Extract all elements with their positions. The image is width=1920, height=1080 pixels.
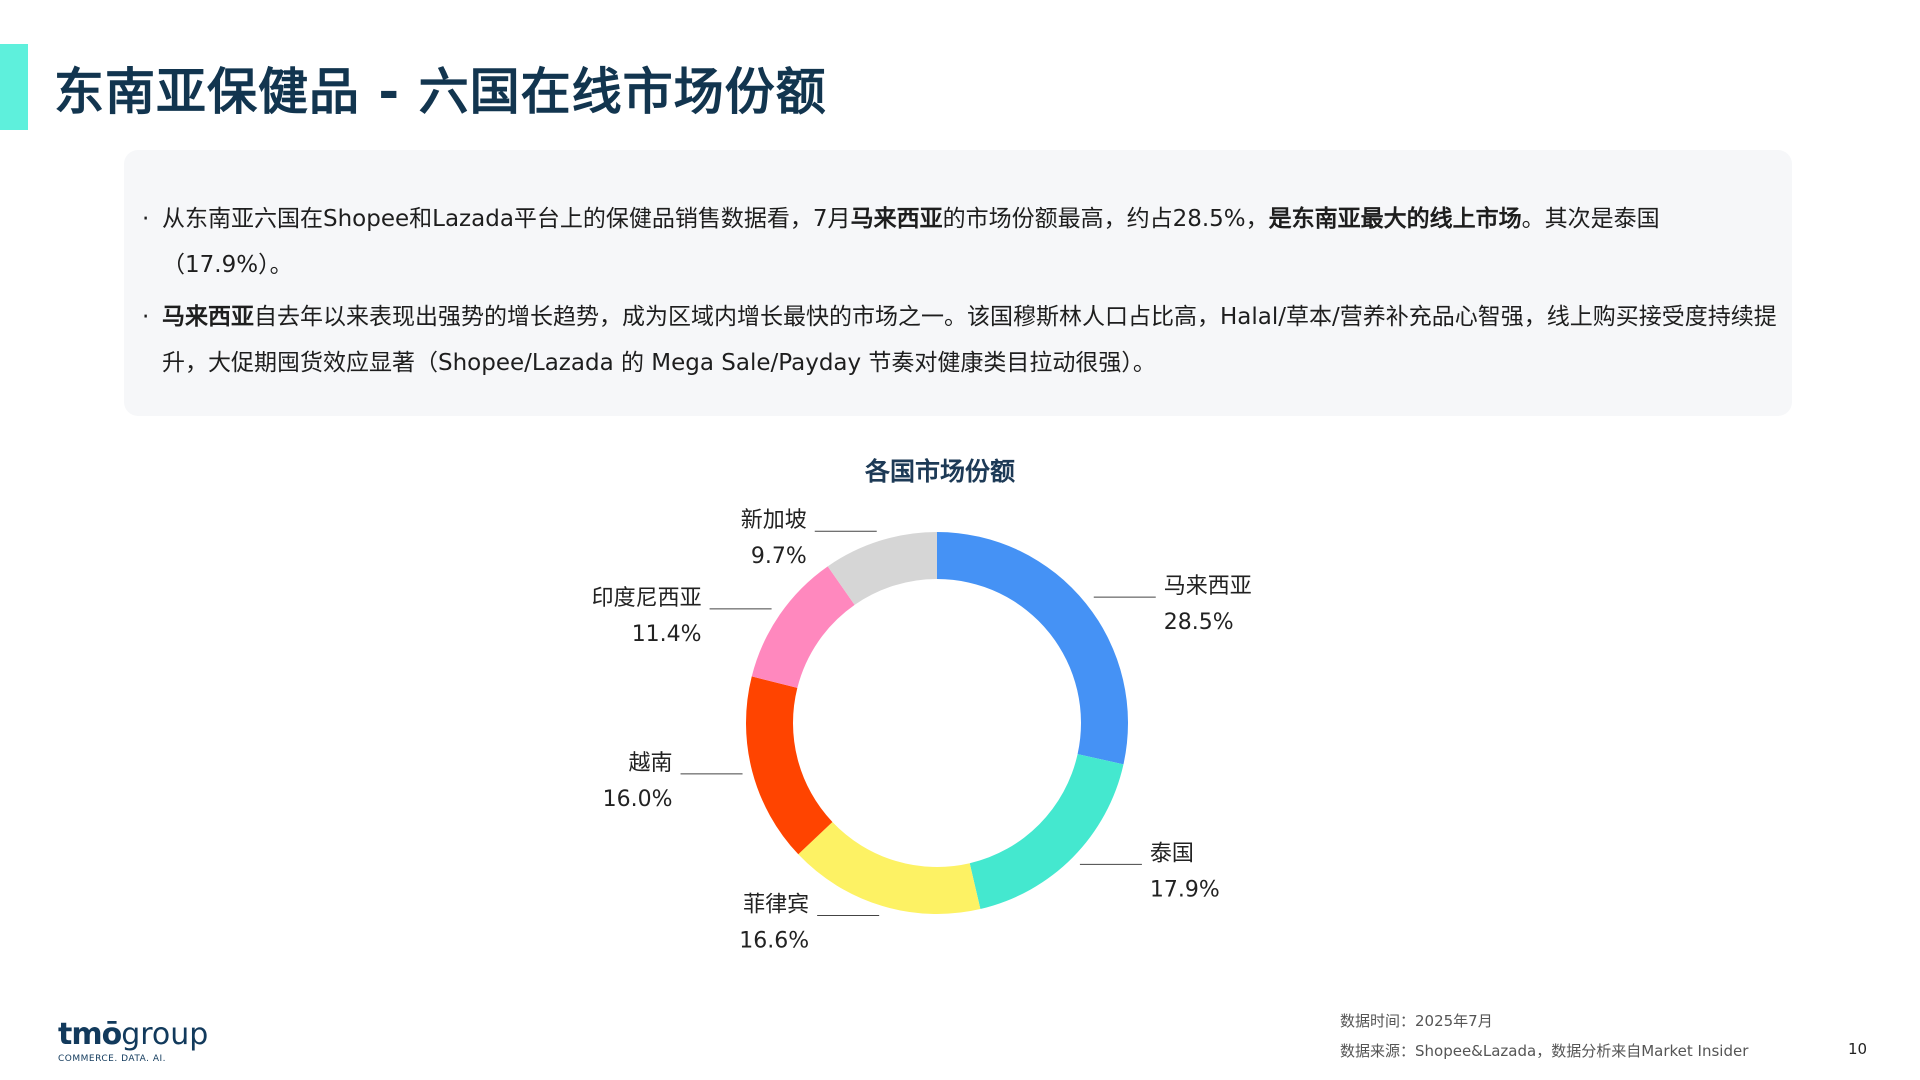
bullet-dot-icon: · xyxy=(142,304,150,330)
slice-category-label: 菲律宾 xyxy=(743,892,809,917)
donut-slice xyxy=(746,676,833,855)
logo-tagline: COMMERCE. DATA. AI. xyxy=(58,1054,167,1064)
donut-slice xyxy=(937,532,1128,765)
bullet-dot-icon: · xyxy=(142,206,150,232)
summary-box: · 从东南亚六国在Shopee和Lazada平台上的保健品销售数据看，7月马来西亚… xyxy=(124,150,1792,416)
page-number: 10 xyxy=(1848,1040,1868,1058)
bullet1-text-3: 。其次是泰国（17.9%）。 xyxy=(162,206,1660,278)
logo-brand-bold: tmō xyxy=(58,1017,122,1052)
data-time-note: 数据时间：2025年7月 xyxy=(1340,1012,1493,1030)
bullet2-text-1: 自去年以来表现出强势的增长趋势，成为区域内增长最快的市场之一。该国穆斯林人口占比… xyxy=(162,304,1777,376)
slice-category-label: 马来西亚 xyxy=(1164,574,1252,599)
page-title: 东南亚保健品 - 六国在线市场份额 xyxy=(54,63,827,121)
company-logo: tmōgroup COMMERCE. DATA. AI. xyxy=(58,1020,208,1065)
slice-category-label: 印度尼西亚 xyxy=(592,586,702,611)
logo-brand-light: group xyxy=(121,1017,209,1052)
bullet1-bold-1: 马来西亚 xyxy=(850,206,943,232)
chart-title: 各国市场份额 xyxy=(864,457,1015,486)
summary-bullet-2: · 马来西亚自去年以来表现出强势的增长趋势，成为区域内增长最快的市场之一。该国穆斯… xyxy=(134,294,1784,386)
slice-value-label: 28.5% xyxy=(1164,610,1234,635)
donut-slice xyxy=(969,754,1124,910)
slice-category-label: 越南 xyxy=(629,751,673,776)
title-accent-bar xyxy=(0,44,28,130)
bullet1-text-2: 的市场份额最高，约占28.5%， xyxy=(942,206,1269,232)
slice-value-label: 16.6% xyxy=(739,928,809,953)
donut-slice xyxy=(827,532,937,605)
slice-value-label: 11.4% xyxy=(632,622,702,647)
slice-value-label: 9.7% xyxy=(751,544,807,569)
bullet1-bold-2: 是东南亚最大的线上市场 xyxy=(1268,206,1522,232)
slice-category-label: 新加坡 xyxy=(741,508,807,533)
data-source-note: 数据来源：Shopee&Lazada，数据分析来自Market Insider xyxy=(1340,1042,1749,1060)
slice-category-label: 泰国 xyxy=(1150,841,1194,866)
slice-value-label: 16.0% xyxy=(603,787,673,812)
donut-slice xyxy=(751,566,855,688)
slice-value-label: 17.9% xyxy=(1150,877,1220,902)
summary-bullet-1: · 从东南亚六国在Shopee和Lazada平台上的保健品销售数据看，7月马来西亚… xyxy=(134,196,1784,288)
donut-chart: 马来西亚 28.5% 泰国 17.9% 菲律宾 16.6% 越南 16.0% 印度尼西亚 11.4… xyxy=(592,508,1252,953)
logo-wordmark: tmōgroup xyxy=(58,1020,208,1050)
bullet1-text-1: 从东南亚六国在Shopee和Lazada平台上的保健品销售数据看，7月 xyxy=(162,206,851,232)
bullet2-bold-1: 马来西亚 xyxy=(162,304,254,330)
donut-slice xyxy=(798,821,981,914)
